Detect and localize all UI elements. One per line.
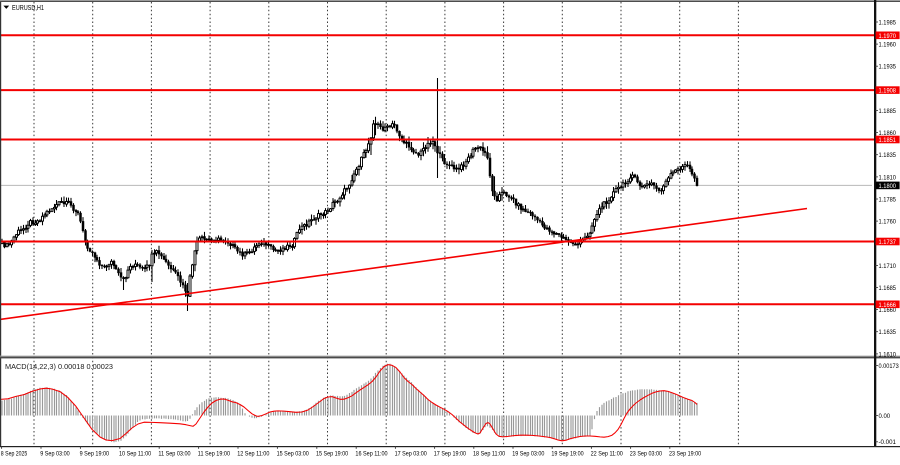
svg-text:19 Sep 03:00: 19 Sep 03:00 [512, 451, 544, 458]
svg-text:23 Sep 19:00: 23 Sep 19:00 [669, 451, 701, 458]
svg-text:15 Sep 03:00: 15 Sep 03:00 [277, 451, 309, 458]
svg-text:11 Sep 03:00: 11 Sep 03:00 [158, 451, 190, 458]
svg-text:MACD(14,22,3) 0.00018 0.00023: MACD(14,22,3) 0.00018 0.00023 [5, 362, 113, 371]
svg-text:10 Sep 11:00: 10 Sep 11:00 [119, 451, 151, 458]
svg-text:1.1666: 1.1666 [879, 302, 897, 309]
svg-text:22 Sep 11:00: 22 Sep 11:00 [591, 451, 623, 458]
svg-text:8 Sep 2025: 8 Sep 2025 [1, 451, 28, 458]
svg-text:9 Sep 19:00: 9 Sep 19:00 [80, 451, 110, 458]
svg-text:1.1760: 1.1760 [879, 219, 897, 226]
svg-text:1.1908: 1.1908 [879, 88, 897, 95]
svg-text:17 Sep 03:00: 17 Sep 03:00 [395, 451, 427, 458]
svg-text:9 Sep 03:00: 9 Sep 03:00 [40, 451, 70, 458]
svg-text:1.1610: 1.1610 [879, 351, 897, 358]
svg-text:1.1851: 1.1851 [879, 137, 897, 144]
svg-text:EURUSD,H1: EURUSD,H1 [12, 3, 44, 12]
svg-text:11 Sep 19:00: 11 Sep 19:00 [198, 451, 230, 458]
svg-text:0.00173: 0.00173 [879, 363, 899, 370]
svg-text:1.1710: 1.1710 [879, 263, 897, 270]
svg-text:1.1785: 1.1785 [879, 196, 897, 203]
svg-text:18 Sep 11:00: 18 Sep 11:00 [473, 451, 505, 458]
svg-text:1.1935: 1.1935 [879, 64, 897, 71]
svg-text:1.1635: 1.1635 [879, 329, 897, 336]
svg-text:1.1835: 1.1835 [879, 152, 897, 159]
svg-text:1.1810: 1.1810 [879, 174, 897, 181]
svg-text:1.1660: 1.1660 [879, 307, 897, 314]
svg-text:1.1685: 1.1685 [879, 285, 897, 292]
svg-text:1.1860: 1.1860 [879, 130, 897, 137]
svg-text:16 Sep 11:00: 16 Sep 11:00 [355, 451, 387, 458]
svg-text:19 Sep 19:00: 19 Sep 19:00 [551, 451, 583, 458]
svg-text:-0.001: -0.001 [879, 439, 897, 446]
svg-text:12 Sep 11:00: 12 Sep 11:00 [237, 451, 269, 458]
svg-text:1.1885: 1.1885 [879, 108, 897, 115]
svg-text:23 Sep 03:00: 23 Sep 03:00 [630, 451, 662, 458]
svg-text:1.1985: 1.1985 [879, 19, 897, 26]
svg-text:17 Sep 19:00: 17 Sep 19:00 [434, 451, 466, 458]
svg-text:15 Sep 19:00: 15 Sep 19:00 [316, 451, 348, 458]
svg-text:1.1737: 1.1737 [879, 239, 897, 246]
svg-text:1.1800: 1.1800 [879, 183, 897, 190]
svg-text:1.1960: 1.1960 [879, 42, 897, 49]
svg-text:0.00: 0.00 [879, 413, 891, 420]
svg-text:1.1970: 1.1970 [879, 33, 897, 40]
